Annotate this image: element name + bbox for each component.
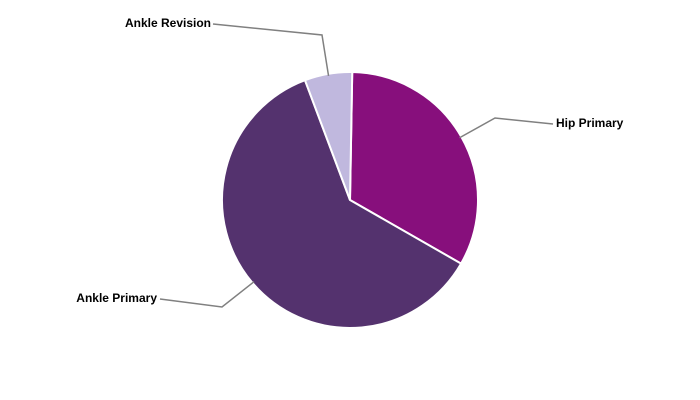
leader-line bbox=[459, 117, 554, 139]
slice-label: Ankle Primary bbox=[76, 291, 157, 305]
slice-label: Ankle Revision bbox=[125, 16, 211, 30]
leader-line bbox=[212, 23, 330, 76]
slice-label: Hip Primary bbox=[556, 116, 624, 130]
leader-line bbox=[159, 281, 255, 308]
